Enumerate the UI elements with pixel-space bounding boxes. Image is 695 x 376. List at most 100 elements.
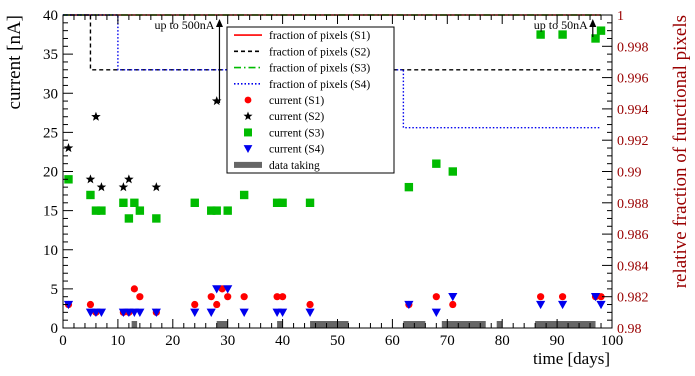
data-taking-bar: [131, 321, 138, 328]
legend-label-fraction-s2: fraction of pixels (S2): [269, 46, 370, 58]
legend-label-current-s1: current (S1): [269, 95, 324, 107]
y-right-tick-label: 0.994: [617, 103, 649, 118]
current-point-s3: [64, 175, 73, 184]
x-tick-label: 30: [220, 333, 235, 349]
x-tick-label: 20: [165, 333, 180, 349]
current-point-s1: [136, 293, 144, 301]
current-point-s1: [130, 285, 138, 293]
current-point-s2: [211, 96, 222, 106]
current-point-s1: [86, 300, 95, 309]
current-point-s4: [278, 308, 288, 317]
current-point-s3: [591, 34, 600, 43]
current-point-s2: [118, 182, 129, 192]
y-right-tick-label: 0.98: [617, 322, 642, 337]
current-point-s3: [86, 190, 95, 200]
legend-swatch-current-s3: [244, 128, 252, 137]
current-point-s4: [212, 285, 222, 294]
current-point-s2: [91, 111, 101, 121]
data-taking-bar: [277, 321, 283, 328]
legend-label-current-s3: current (S3): [269, 127, 324, 139]
y-right-tick-label: 0.992: [617, 134, 649, 149]
current-point-s3: [97, 206, 106, 215]
y-left-tick-label: 5: [51, 282, 59, 298]
y-right-tick-label: 0.982: [617, 291, 649, 306]
y-right-tick-label: 0.984: [617, 259, 649, 274]
current-point-s4: [431, 308, 441, 317]
current-point-s4: [96, 308, 107, 317]
y-left-tick-label: 40: [43, 8, 58, 24]
y-right-tick-label: 1: [617, 9, 624, 24]
current-point-s4: [596, 300, 606, 310]
legend: fraction of pixels (S1) fraction of pixel…: [226, 26, 395, 174]
annotations: up to 500nA up to 50nA: [154, 18, 597, 103]
y-right-tick-label: 0.998: [617, 40, 649, 55]
current-point-s4: [557, 300, 568, 310]
legend-swatch-data-taking: [234, 161, 262, 168]
current-point-s4: [151, 308, 161, 317]
current-point-s4: [536, 300, 546, 310]
current-point-s1: [537, 293, 545, 301]
current-point-s1: [218, 285, 226, 293]
current-point-s3: [596, 26, 606, 35]
legend-label-data-taking: data taking: [269, 160, 320, 172]
legend-box: [226, 26, 395, 174]
y-left-tick-label: 20: [43, 165, 58, 181]
current-point-s2: [63, 143, 74, 153]
current-point-s3: [278, 198, 287, 207]
current-point-s3: [272, 198, 282, 207]
x-tick-label: 10: [110, 333, 125, 349]
y-left-tick-label: 30: [43, 86, 58, 102]
annotation-text-500na: up to 500nA: [154, 18, 214, 32]
current-point-s2: [151, 182, 162, 192]
current-point-s1: [558, 293, 567, 301]
y-left-tick-label: 0: [51, 321, 59, 337]
current-point-s3: [91, 206, 101, 215]
current-point-s1: [306, 300, 314, 309]
current-point-s4: [223, 285, 233, 294]
data-taking-bar: [535, 321, 596, 328]
data-taking-bar: [216, 321, 228, 328]
y-right-tick-label: 0.986: [617, 228, 649, 243]
y-left-tick-label: 10: [43, 243, 58, 259]
current-point-s1: [279, 293, 287, 301]
legend-label-current-s4: current (S4): [269, 144, 324, 156]
x-tick-label: 50: [330, 333, 345, 349]
y-left-axis-title: current [nA]: [4, 15, 25, 109]
data-taking-bar: [310, 321, 349, 328]
y-right-tick-label: 0.988: [617, 197, 649, 212]
data-taking-bar: [441, 321, 486, 328]
current-point-s2: [96, 182, 107, 192]
x-tick-label: 80: [495, 333, 510, 349]
current-point-s2: [85, 174, 96, 184]
current-point-s4: [63, 300, 74, 310]
current-point-s3: [207, 206, 216, 215]
current-point-s1: [191, 300, 199, 309]
x-tick-label: 0: [59, 333, 67, 349]
current-point-s3: [239, 190, 249, 200]
current-point-s4: [135, 308, 145, 317]
legend-swatch-current-s1: [244, 96, 252, 104]
y-right-axis-title: relative fraction of functional pixels: [670, 15, 691, 288]
legend-label-fraction-s3: fraction of pixels (S3): [269, 63, 370, 75]
current-point-s4: [305, 308, 315, 317]
current-point-s3: [130, 198, 139, 207]
data-taking-bar: [496, 321, 503, 328]
current-point-s3: [448, 167, 457, 176]
current-point-s4: [190, 308, 200, 317]
current-point-s1: [213, 300, 221, 309]
current-point-s1: [449, 300, 457, 309]
y-left-tick-label: 25: [43, 125, 58, 141]
annotation-arrow-500na-head: [215, 19, 223, 27]
current-point-s1: [432, 293, 440, 301]
legend-swatch-current-s2: [243, 111, 253, 121]
current-point-s4: [206, 308, 216, 317]
current-point-s3: [152, 214, 161, 223]
y-left-tick-label: 35: [43, 47, 58, 63]
current-point-s3: [536, 30, 545, 39]
axes: 0 10 20 30 40 50 60 70 80 90 100 0 5 10 15 20 25 30 35 40 0.…: [4, 8, 691, 368]
annotation-text-50na: up to 50nA: [534, 18, 588, 32]
current-point-s1: [207, 293, 215, 301]
current-point-s1: [224, 293, 232, 301]
current-point-s3: [119, 198, 128, 207]
